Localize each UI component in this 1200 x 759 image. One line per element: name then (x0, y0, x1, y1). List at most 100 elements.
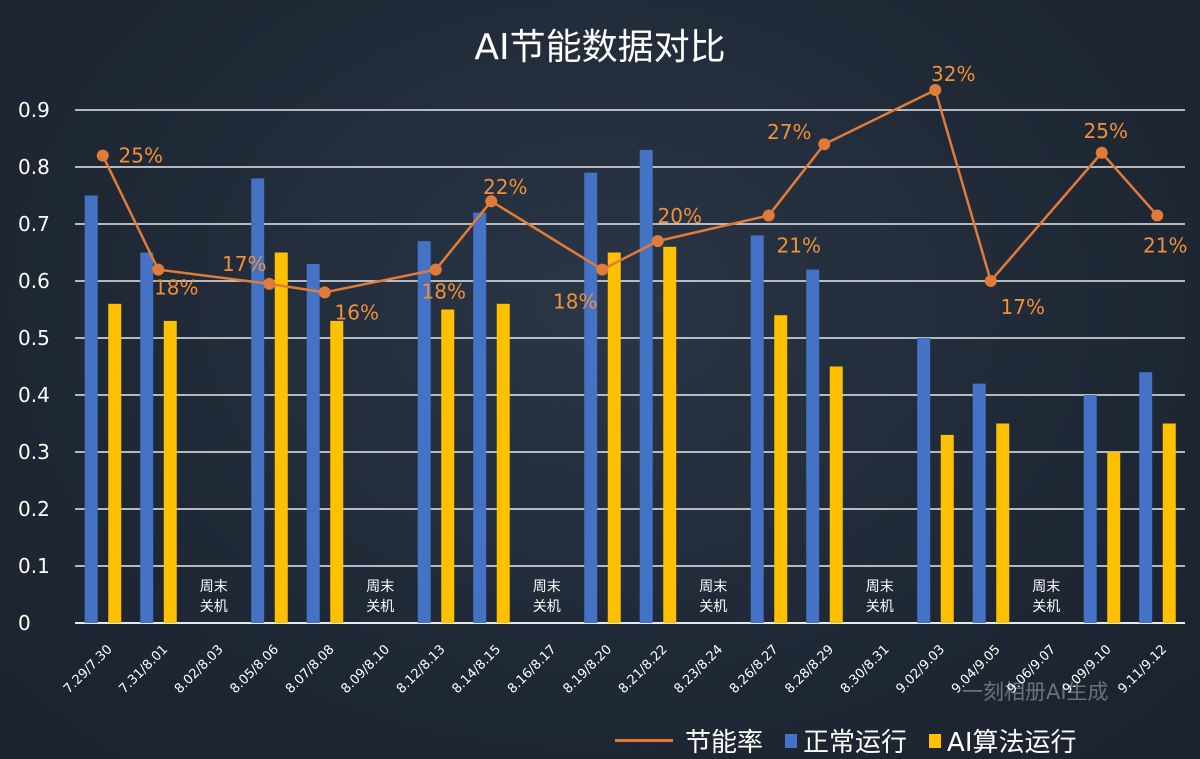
weekend-note: 周末 (200, 579, 228, 595)
weekend-note: 关机 (366, 599, 394, 615)
x-tick-label: 8.07/8.08 (283, 642, 338, 697)
weekend-note: 周末 (699, 579, 727, 595)
x-tick-label: 8.21/8.22 (616, 642, 671, 697)
legend-blue-swatch (785, 733, 798, 748)
y-tick-label: 0.9 (18, 98, 50, 122)
x-tick-label: 8.05/8.06 (227, 642, 282, 697)
saving-rate-point (429, 263, 442, 276)
bar-ai (1162, 423, 1176, 623)
saving-rate-point (818, 138, 831, 151)
bar-ai (996, 423, 1010, 623)
legend-label: AI算法运行 (947, 728, 1077, 758)
legend-item-saving-rate: 节能率 (615, 722, 763, 759)
x-tick-label: 8.26/8.27 (727, 642, 782, 697)
bar-normal (584, 172, 598, 623)
x-tick-label: 8.19/8.20 (560, 642, 615, 697)
watermark: 一刻相册AI生成 (962, 680, 1109, 704)
bar-normal (639, 149, 653, 623)
chart-title: AI节能数据对比 (474, 27, 726, 68)
x-tick-label: 8.02/8.03 (172, 642, 227, 697)
data-label: 18% (422, 280, 466, 304)
bar-normal (473, 212, 487, 623)
x-tick-label: 8.16/8.17 (505, 642, 560, 697)
saving-rate-point (152, 263, 165, 276)
saving-rate-point (762, 209, 775, 222)
saving-rate-point (1151, 209, 1164, 222)
saving-rate-point (318, 286, 331, 299)
y-tick-label: 0.7 (18, 212, 50, 236)
data-label: 21% (1143, 233, 1187, 257)
weekend-note: 关机 (533, 599, 561, 615)
saving-rate-point (984, 275, 997, 287)
data-label: 22% (483, 175, 527, 199)
y-tick-label: 0.1 (18, 554, 50, 578)
x-tick-label: 8.30/8.31 (838, 642, 893, 697)
y-tick-label: 0 (18, 611, 31, 635)
y-tick-label: 0.4 (18, 383, 50, 407)
legend-label: 正常运行 (803, 728, 908, 758)
data-label: 17% (1001, 295, 1045, 319)
y-tick-label: 0.5 (18, 326, 50, 350)
saving-rate-point (263, 277, 276, 290)
weekend-note: 关机 (866, 599, 894, 615)
x-tick-label: 7.31/8.01 (116, 642, 171, 697)
bar-ai (607, 252, 621, 623)
x-tick-label: 8.28/8.29 (782, 642, 837, 697)
y-tick-label: 0.3 (18, 440, 50, 464)
saving-rate-point (651, 235, 664, 248)
legend-yellow-swatch (929, 733, 942, 748)
bar-normal (972, 383, 986, 623)
legend-item-normal: 正常运行 (785, 722, 907, 759)
bar-ai (108, 303, 122, 623)
x-tick-label: 8.23/8.24 (671, 642, 726, 697)
bar-normal (917, 338, 931, 623)
x-tick-label: 8.12/8.13 (394, 642, 449, 697)
bar-normal (84, 195, 98, 623)
saving-rate-point (96, 149, 109, 162)
bar-ai (496, 303, 510, 623)
bar-ai (774, 315, 788, 623)
bar-ai (163, 320, 177, 623)
data-label: 18% (154, 276, 198, 300)
y-tick-label: 0.8 (18, 155, 50, 179)
data-label: 21% (777, 233, 821, 257)
bar-ai (663, 246, 677, 624)
saving-rate-point (596, 263, 609, 276)
data-label: 25% (119, 144, 163, 168)
x-tick-label: 9.02/9.03 (893, 642, 948, 697)
saving-rate-point (929, 84, 942, 97)
bar-ai (940, 434, 954, 623)
data-label: 17% (222, 252, 266, 276)
bar-normal (417, 241, 431, 623)
x-tick-label: 7.29/7.30 (61, 642, 116, 697)
bar-ai (441, 309, 455, 623)
y-tick-label: 0.2 (18, 497, 50, 521)
bar-normal (140, 252, 154, 623)
bar-ai (1107, 452, 1121, 623)
x-tick-label: 8.14/8.15 (449, 642, 504, 697)
bar-ai (330, 320, 344, 623)
weekend-note: 关机 (200, 599, 228, 615)
weekend-note: 周末 (866, 579, 894, 595)
data-label: 32% (931, 62, 975, 86)
data-label: 20% (658, 204, 702, 228)
bar-normal (1139, 372, 1153, 623)
x-tick-label: 9.11/9.12 (1115, 642, 1170, 697)
bar-normal (806, 269, 820, 623)
saving-rate-line (101, 88, 1159, 294)
weekend-note: 周末 (533, 579, 561, 595)
bar-normal (251, 178, 265, 623)
legend-item-ai: AI算法运行 (929, 722, 1077, 759)
saving-rate-point (1095, 146, 1108, 159)
data-label: 25% (1084, 119, 1128, 143)
bar-normal (306, 263, 320, 623)
weekend-note: 周末 (1032, 579, 1060, 595)
weekend-note: 周末 (366, 579, 394, 595)
weekend-note: 关机 (1032, 599, 1060, 615)
legend-label: 节能率 (685, 728, 764, 758)
x-tick-label: 8.09/8.10 (338, 642, 393, 697)
bar-ai (274, 252, 288, 623)
bar-normal (750, 235, 764, 623)
data-label: 18% (553, 290, 597, 314)
